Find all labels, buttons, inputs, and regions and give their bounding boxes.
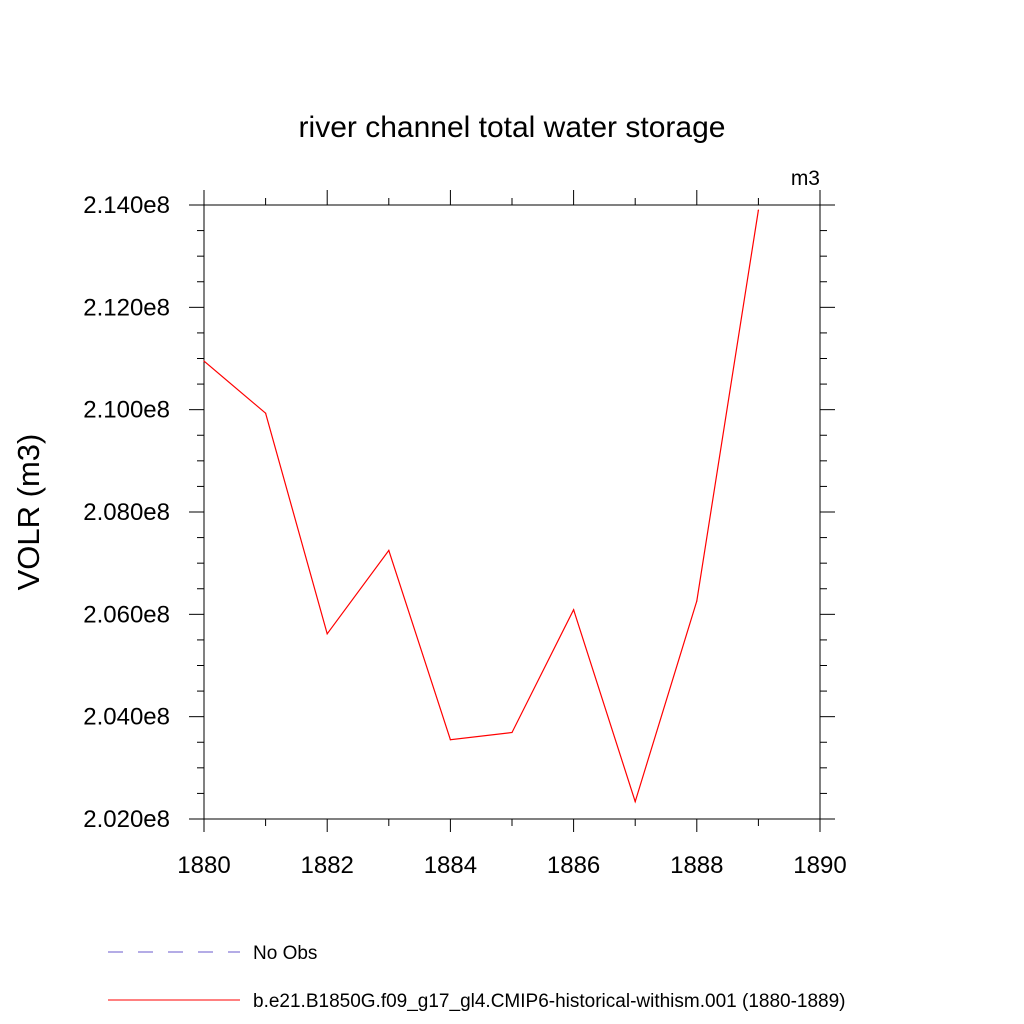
chart-title: river channel total water storage xyxy=(299,111,726,144)
data-point xyxy=(634,801,636,803)
data-point xyxy=(265,412,267,414)
data-point xyxy=(696,600,698,602)
units-label: m3 xyxy=(791,167,820,190)
y-tick-label: 2.100e8 xyxy=(83,397,170,424)
axis-tick-labels: 1880 1882 1884 1886 1888 1890 2.020e8 2.040e8 2.… xyxy=(83,192,846,879)
data-point xyxy=(449,739,451,741)
y-axis-label: VOLR (m3) xyxy=(11,434,46,591)
plot-frame xyxy=(203,204,821,820)
x-tick-label: 1882 xyxy=(301,852,354,879)
legend-label: b.e21.B1850G.f09_g17_gl4.CMIP6-historica… xyxy=(253,991,846,1012)
axis-ticks xyxy=(189,190,835,832)
x-tick-label: 1886 xyxy=(547,852,600,879)
y-tick-label: 2.140e8 xyxy=(83,192,170,219)
y-tick-label: 2.080e8 xyxy=(83,499,170,526)
y-tick-label: 2.060e8 xyxy=(83,601,170,628)
legend: No Obs b.e21.B1850G.f09_g17_gl4.CMIP6-his… xyxy=(108,943,846,1012)
data-point xyxy=(573,609,575,611)
x-tick-label: 1880 xyxy=(177,852,230,879)
y-tick-label: 2.040e8 xyxy=(83,704,170,731)
data-point xyxy=(326,633,328,635)
x-tick-label: 1890 xyxy=(793,852,846,879)
y-tick-label: 2.020e8 xyxy=(83,806,170,833)
x-tick-label: 1884 xyxy=(424,852,477,879)
series-line xyxy=(203,210,759,804)
legend-label: No Obs xyxy=(253,943,317,964)
series-layer xyxy=(203,209,760,804)
y-tick-label: 2.120e8 xyxy=(83,294,170,321)
x-tick-label: 1888 xyxy=(670,852,723,879)
data-point xyxy=(511,731,513,734)
data-point xyxy=(203,360,205,362)
data-point xyxy=(757,209,760,211)
data-point xyxy=(388,549,390,551)
